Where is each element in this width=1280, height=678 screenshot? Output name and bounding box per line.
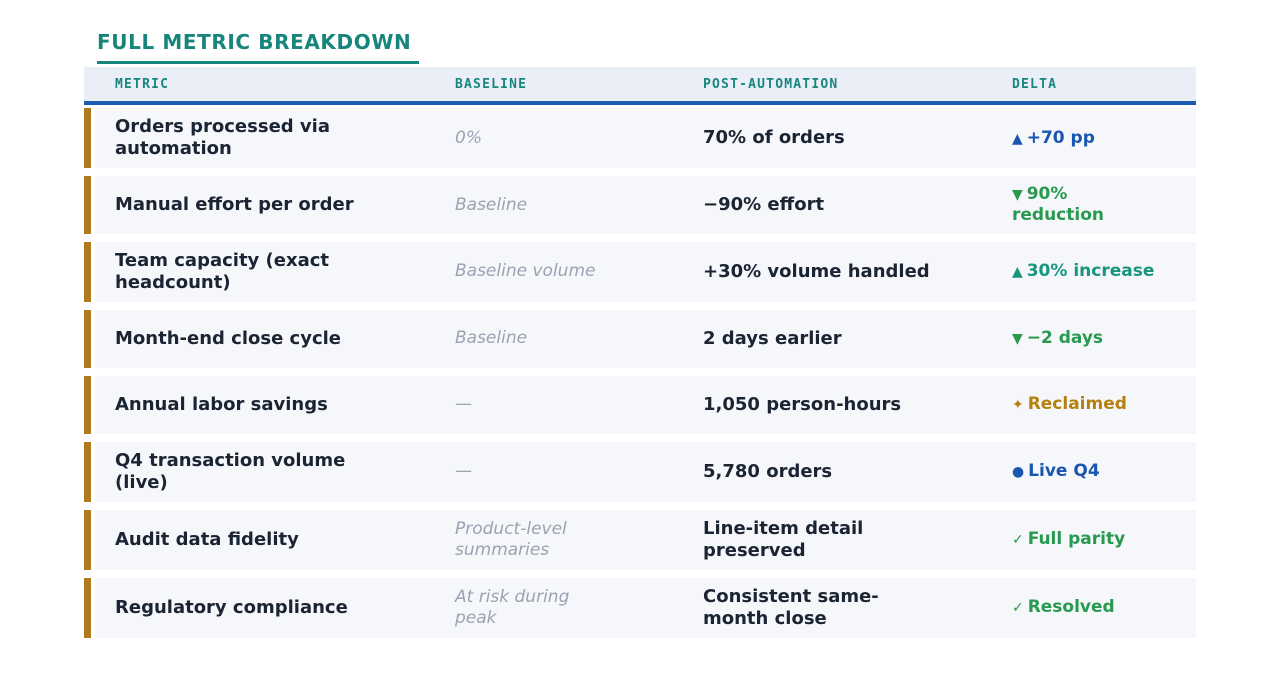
delta-cell: ✓ Full parity: [1000, 529, 1180, 550]
sparkle-icon: ✦: [1012, 397, 1024, 414]
row-content: Q4 transaction volume (live) — 5,780 ord…: [95, 441, 1196, 502]
row-content: Regulatory compliance At risk during pea…: [95, 577, 1196, 638]
row-content: Team capacity (exact headcount) Baseline…: [95, 241, 1196, 302]
baseline-cell: Baseline: [455, 194, 528, 215]
delta-label: −2 days: [1026, 328, 1104, 349]
column-header-delta: DELTA: [1012, 77, 1058, 92]
up-triangle-icon: ▲: [1012, 264, 1023, 281]
row-accent-bar: [84, 175, 91, 234]
metric-cell: Q4 transaction volume (live): [115, 449, 346, 493]
delta-cell: ▲ 30% increase: [1000, 261, 1180, 282]
delta-label: Live Q4: [1028, 461, 1100, 482]
baseline-cell: —: [455, 394, 472, 415]
metric-cell: Annual labor savings: [115, 393, 328, 415]
table-header-row: METRIC BASELINE POST-AUTOMATION DELTA: [84, 67, 1196, 105]
row-accent-bar: [84, 108, 91, 168]
table-row: Manual effort per order Baseline −90% ef…: [84, 175, 1196, 234]
down-triangle-icon: ▼: [1012, 331, 1023, 348]
row-accent-bar: [84, 577, 91, 638]
row-accent-bar: [84, 309, 91, 368]
row-accent-bar: [84, 375, 91, 434]
metric-cell: Audit data fidelity: [115, 528, 299, 550]
delta-cell: ▲ +70 pp: [1000, 128, 1180, 149]
baseline-cell: Baseline: [455, 328, 528, 349]
table-row: Regulatory compliance At risk during pea…: [84, 577, 1196, 638]
delta-label: Reclaimed: [1027, 394, 1127, 415]
delta-cell: ✦ Reclaimed: [1000, 394, 1180, 415]
post-automation-cell: 5,780 orders: [703, 460, 833, 482]
post-automation-cell: +30% volume handled: [703, 260, 930, 282]
metric-cell: Team capacity (exact headcount): [115, 249, 330, 293]
row-accent-bar: [84, 241, 91, 302]
row-content: Audit data fidelity Product-level summar…: [95, 509, 1196, 570]
delta-cell: ▼ 90% reduction: [1000, 184, 1180, 225]
metric-table: METRIC BASELINE POST-AUTOMATION DELTA Or…: [84, 67, 1196, 638]
delta-cell: ● Live Q4: [1000, 461, 1180, 482]
post-automation-cell: 1,050 person-hours: [703, 393, 902, 415]
column-header-baseline: BASELINE: [455, 77, 528, 92]
metric-breakdown-page: FULL METRIC BREAKDOWN METRIC BASELINE PO…: [84, 30, 1196, 638]
metric-cell: Month-end close cycle: [115, 327, 342, 349]
delta-label: +70 pp: [1026, 127, 1095, 148]
metric-cell: Regulatory compliance: [115, 596, 348, 618]
table-row: Team capacity (exact headcount) Baseline…: [84, 241, 1196, 302]
table-row: Orders processed via automation 0% 70% o…: [84, 108, 1196, 168]
check-icon: ✓: [1012, 600, 1024, 617]
page-title: FULL METRIC BREAKDOWN: [97, 30, 420, 64]
row-content: Manual effort per order Baseline −90% ef…: [95, 175, 1196, 234]
delta-label: Full parity: [1027, 529, 1126, 550]
column-header-post-automation: POST-AUTOMATION: [703, 77, 839, 92]
row-content: Orders processed via automation 0% 70% o…: [95, 108, 1196, 168]
row-accent-bar: [84, 509, 91, 570]
post-automation-cell: 70% of orders: [703, 126, 845, 148]
table-body: Orders processed via automation 0% 70% o…: [84, 108, 1196, 638]
row-accent-bar: [84, 441, 91, 502]
up-triangle-icon: ▲: [1012, 130, 1023, 147]
baseline-cell: At risk during peak: [455, 586, 570, 628]
metric-cell: Manual effort per order: [115, 193, 354, 215]
table-row: Month-end close cycle Baseline 2 days ea…: [84, 309, 1196, 368]
delta-cell: ✓ Resolved: [1000, 597, 1180, 618]
baseline-cell: 0%: [455, 127, 482, 148]
post-automation-cell: −90% effort: [703, 193, 825, 215]
dot-icon: ●: [1012, 464, 1025, 481]
column-header-metric: METRIC: [115, 77, 170, 92]
post-automation-cell: Consistent same- month close: [703, 585, 879, 629]
post-automation-cell: Line-item detail preserved: [703, 517, 864, 561]
delta-label: Resolved: [1027, 597, 1115, 618]
delta-cell: ▼ −2 days: [1000, 328, 1180, 349]
baseline-cell: Baseline volume: [455, 261, 596, 282]
delta-label: 90% reduction: [1012, 184, 1104, 225]
row-content: Month-end close cycle Baseline 2 days ea…: [95, 309, 1196, 368]
post-automation-cell: 2 days earlier: [703, 327, 842, 349]
table-row: Annual labor savings — 1,050 person-hour…: [84, 375, 1196, 434]
down-triangle-icon: ▼: [1012, 187, 1023, 204]
baseline-cell: Product-level summaries: [455, 518, 567, 560]
table-row: Audit data fidelity Product-level summar…: [84, 509, 1196, 570]
row-content: Annual labor savings — 1,050 person-hour…: [95, 375, 1196, 434]
delta-label: 30% increase: [1026, 261, 1155, 282]
baseline-cell: —: [455, 461, 472, 482]
metric-cell: Orders processed via automation: [115, 116, 330, 159]
check-icon: ✓: [1012, 532, 1024, 549]
table-row: Q4 transaction volume (live) — 5,780 ord…: [84, 441, 1196, 502]
